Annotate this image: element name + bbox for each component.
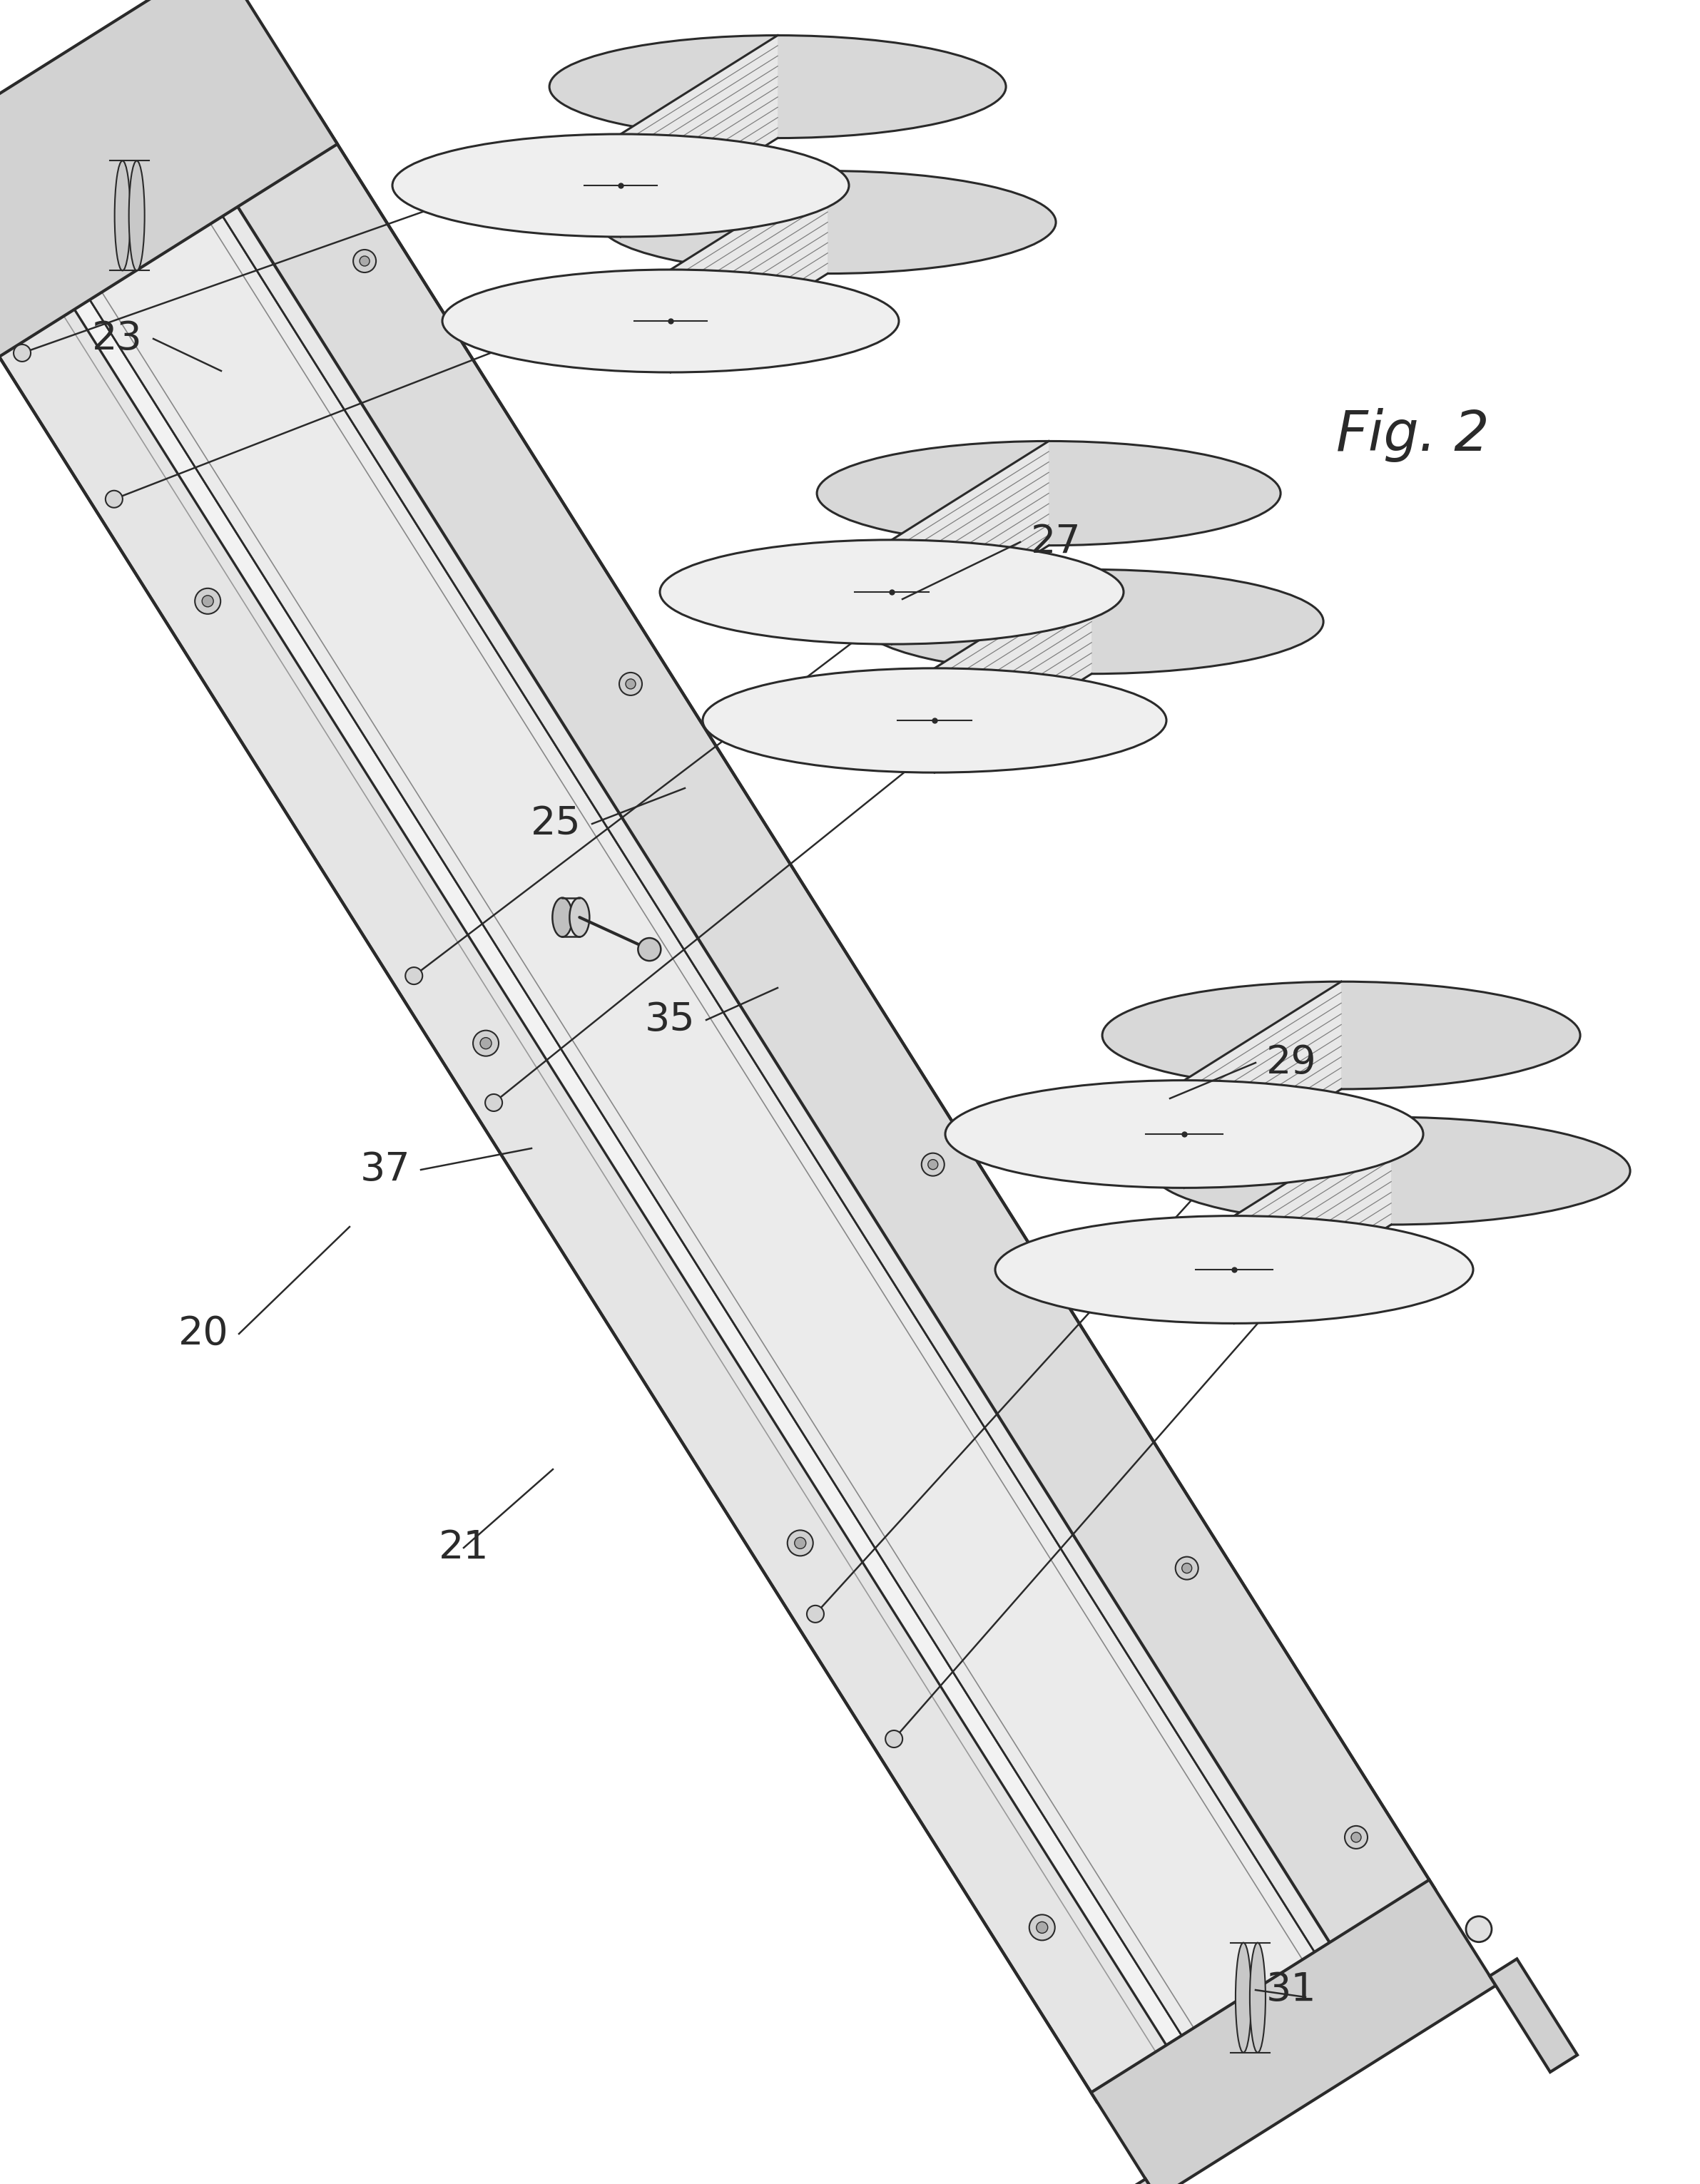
Circle shape [794,1538,806,1548]
Circle shape [787,1531,813,1555]
Ellipse shape [1250,1944,1265,2053]
Ellipse shape [994,1216,1474,1324]
Polygon shape [219,116,1435,1952]
Ellipse shape [549,35,1006,138]
Circle shape [479,1037,491,1048]
Circle shape [1037,1922,1047,1933]
Text: Fig. 2: Fig. 2 [1336,408,1489,463]
Circle shape [354,249,376,273]
Polygon shape [1119,2180,1205,2184]
Text: 35: 35 [644,1000,695,1040]
Polygon shape [0,0,337,356]
Circle shape [405,968,423,985]
Circle shape [360,256,369,266]
Polygon shape [56,271,1188,2055]
Ellipse shape [570,898,590,937]
Text: 21: 21 [439,1529,490,1568]
Circle shape [808,1605,824,1623]
Circle shape [928,1160,938,1168]
Ellipse shape [114,162,131,271]
Circle shape [1028,1915,1056,1939]
Polygon shape [1091,1880,1496,2184]
Polygon shape [620,35,777,236]
Text: 27: 27 [1030,522,1081,561]
Polygon shape [204,177,1336,1961]
Circle shape [202,596,214,607]
Ellipse shape [129,162,145,271]
Polygon shape [893,441,1049,644]
Circle shape [1465,1915,1491,1942]
Polygon shape [0,280,1173,2103]
Text: 31: 31 [1266,1970,1316,2009]
Ellipse shape [442,269,899,371]
Circle shape [473,1031,498,1057]
Circle shape [484,1094,502,1112]
Circle shape [1182,1564,1192,1572]
Polygon shape [1489,1959,1578,2073]
Circle shape [14,345,31,363]
Text: 25: 25 [530,804,581,843]
Text: 29: 29 [1266,1044,1316,1081]
Ellipse shape [393,133,848,236]
Circle shape [886,1730,903,1747]
Ellipse shape [552,898,573,937]
Polygon shape [71,188,1321,2044]
Polygon shape [1234,1116,1391,1324]
Ellipse shape [638,937,661,961]
Ellipse shape [818,441,1280,546]
Ellipse shape [702,668,1166,773]
Circle shape [921,1153,944,1175]
Circle shape [1352,1832,1362,1843]
Text: 20: 20 [178,1315,228,1354]
Ellipse shape [1102,981,1581,1090]
Ellipse shape [860,570,1323,675]
Ellipse shape [1153,1116,1630,1225]
Circle shape [619,673,643,695]
Circle shape [196,587,221,614]
Circle shape [1175,1557,1198,1579]
Polygon shape [1185,981,1341,1188]
Circle shape [626,679,636,688]
Ellipse shape [945,1081,1423,1188]
Ellipse shape [600,170,1056,273]
Text: 37: 37 [360,1151,410,1188]
Text: 23: 23 [92,319,143,358]
Circle shape [105,491,122,507]
Polygon shape [935,570,1091,773]
Ellipse shape [660,539,1124,644]
Polygon shape [670,170,828,371]
Circle shape [1345,1826,1367,1848]
Ellipse shape [1236,1944,1251,2053]
